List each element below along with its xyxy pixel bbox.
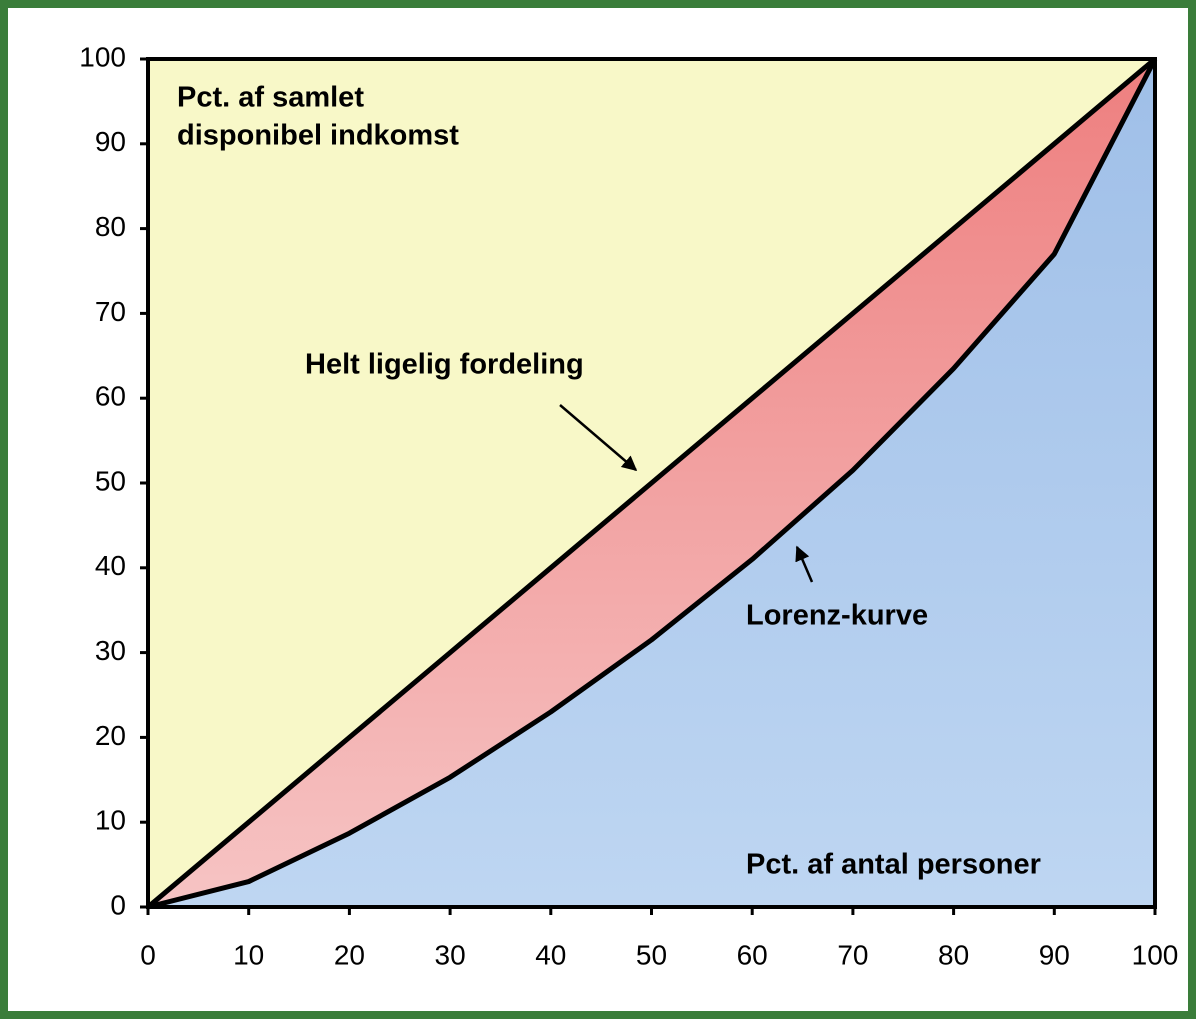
x-tick-label: 20 — [334, 939, 365, 970]
y-tick-label: 30 — [95, 635, 126, 666]
y-axis-label: disponibel indkomst — [177, 120, 459, 152]
x-tick-label: 70 — [837, 939, 868, 970]
x-tick-label: 60 — [737, 939, 768, 970]
line — [146, 57, 1157, 909]
y-tick-label: 40 — [95, 550, 126, 581]
x-tick-label: 30 — [435, 939, 466, 970]
y-tick-label: 10 — [95, 805, 126, 836]
y-tick-label: 90 — [95, 126, 126, 157]
y-tick-label: 70 — [95, 296, 126, 327]
y-tick-label: 0 — [110, 889, 126, 920]
y-tick-label: 20 — [95, 720, 126, 751]
annotation: Lorenz-kurve — [746, 600, 928, 632]
x-tick-label: 50 — [636, 939, 667, 970]
annotation: Helt ligelig fordeling — [305, 349, 584, 381]
x-tick-label: 90 — [1039, 939, 1070, 970]
y-tick-label: 50 — [95, 465, 126, 496]
x-tick-label: 10 — [233, 939, 264, 970]
x-axis-label: Pct. af antal personer — [746, 849, 1041, 881]
arrow — [795, 545, 814, 583]
arrow — [559, 404, 638, 471]
x-tick-label: 80 — [938, 939, 969, 970]
x-tick-label: 40 — [535, 939, 566, 970]
area — [148, 59, 1155, 907]
y-tick-label: 100 — [79, 41, 126, 72]
x-tick-label: 0 — [140, 939, 156, 970]
plot: 0 10 20 30 40 50 60 70 80 90 100 0 10 20 30 40 50 60 70 80 9… — [79, 41, 1178, 970]
x-tick-label: 100 — [1132, 939, 1179, 970]
line — [147, 57, 1158, 910]
y-tick-label: 60 — [95, 381, 126, 412]
y-tick-label: 80 — [95, 211, 126, 242]
y-axis-label: Pct. af samlet — [177, 82, 364, 114]
